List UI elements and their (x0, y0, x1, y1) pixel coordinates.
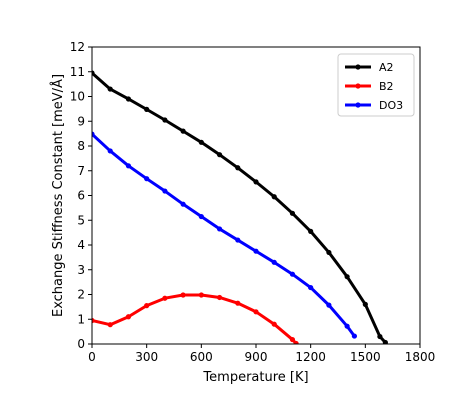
data-point-b2 (125, 314, 132, 320)
data-point-b2 (162, 295, 168, 301)
data-point-a2 (144, 106, 150, 112)
data-point-b2 (253, 309, 259, 315)
data-point-a2 (198, 139, 204, 145)
data-point-a2 (125, 96, 132, 102)
data-point-b2 (107, 322, 113, 328)
data-point-b2 (144, 303, 150, 309)
x-axis-ticks: 0 300 600 900 1200 1500 1800 (88, 344, 435, 364)
data-point-do3 (216, 226, 223, 232)
legend-box (337, 53, 415, 117)
x-tick-label: 0 (88, 350, 96, 364)
data-point-b2 (271, 321, 277, 327)
data-point-b2 (216, 294, 223, 301)
legend-label-b2: B2 (379, 80, 394, 93)
series-line-a2 (92, 71, 387, 344)
data-point-b2 (92, 317, 95, 324)
y-axis-label: Exchange Stiffness Constant [meV/Å] (50, 74, 66, 317)
x-tick-label: 1500 (350, 350, 381, 364)
x-tick-label: 300 (135, 350, 158, 364)
y-tick-label: 0 (77, 337, 85, 351)
legend-marker-a2 (355, 64, 361, 70)
data-point-do3 (308, 284, 314, 291)
data-point-a2 (216, 152, 223, 158)
y-tick-label: 6 (77, 189, 85, 203)
y-tick-label: 12 (70, 40, 85, 54)
data-point-do3 (92, 131, 95, 137)
data-point-b2 (180, 292, 186, 298)
series-line-do3 (92, 133, 356, 337)
data-point-do3 (344, 323, 350, 329)
data-point-a2 (271, 194, 277, 200)
x-tick-label: 1200 (295, 350, 326, 364)
data-point-b2 (293, 340, 299, 344)
data-point-a2 (382, 339, 388, 344)
y-tick-label: 5 (77, 213, 85, 227)
data-point-a2 (92, 70, 95, 76)
y-tick-label: 11 (70, 65, 85, 79)
y-tick-label: 4 (77, 238, 85, 252)
y-tick-label: 10 (70, 90, 85, 104)
data-point-a2 (253, 179, 259, 185)
data-point-do3 (180, 201, 186, 207)
data-point-b2 (289, 336, 296, 343)
data-point-a2 (326, 249, 332, 256)
data-point-do3 (198, 213, 204, 220)
data-point-a2 (162, 117, 168, 123)
legend-label-a2: A2 (379, 61, 394, 74)
legend-marker-do3 (355, 102, 361, 108)
data-point-a2 (235, 165, 241, 171)
legend-label-do3: DO3 (379, 99, 403, 112)
data-point-a2 (308, 228, 314, 234)
data-point-do3 (162, 188, 168, 194)
data-point-do3 (253, 248, 259, 254)
data-point-b2 (235, 300, 241, 306)
y-tick-label: 7 (77, 164, 85, 178)
data-point-a2 (377, 333, 383, 340)
data-point-do3 (107, 148, 113, 154)
data-point-a2 (344, 274, 350, 280)
plot-area (91, 46, 421, 345)
x-axis-label: Temperature [K] (202, 370, 308, 385)
data-point-do3 (271, 259, 277, 265)
y-tick-label: 3 (77, 263, 85, 277)
x-tick-label: 1800 (405, 350, 436, 364)
data-point-a2 (362, 301, 368, 307)
y-tick-label: 1 (77, 312, 85, 326)
data-point-a2 (289, 210, 296, 216)
data-point-a2 (107, 86, 113, 92)
data-point-do3 (326, 302, 332, 308)
series-line-b2 (92, 293, 298, 344)
data-point-do3 (144, 176, 150, 182)
x-tick-label: 600 (190, 350, 213, 364)
legend-marker-b2 (355, 83, 361, 89)
data-point-do3 (235, 237, 241, 243)
data-point-do3 (351, 333, 357, 339)
series-layer (92, 70, 388, 344)
y-tick-label: 9 (77, 114, 85, 128)
x-tick-label: 900 (245, 350, 268, 364)
y-tick-label: 8 (77, 139, 85, 153)
legend: A2 B2 DO3 (337, 53, 415, 117)
data-point-do3 (125, 163, 132, 169)
y-tick-label: 2 (77, 288, 85, 302)
data-point-a2 (180, 128, 186, 134)
data-point-do3 (289, 271, 296, 277)
data-point-b2 (198, 292, 204, 298)
